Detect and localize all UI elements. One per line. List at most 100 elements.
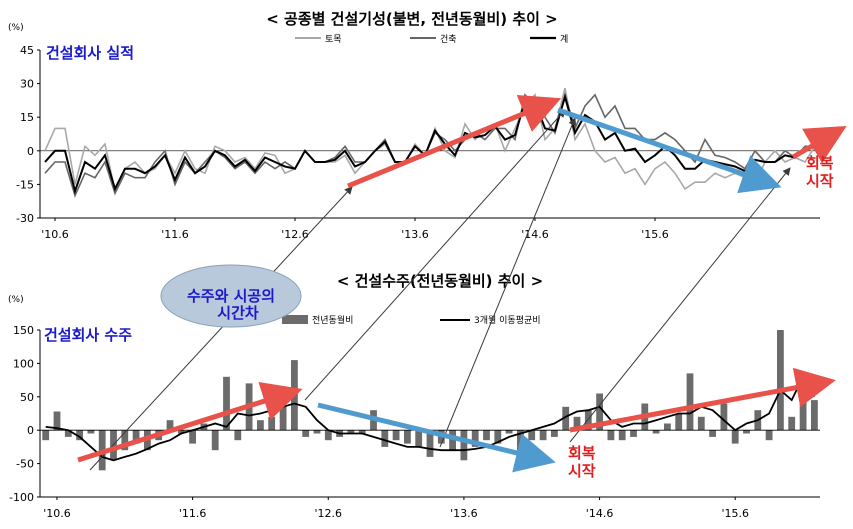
bottom-title: < 건설수주(전년동월비) 추이 > xyxy=(337,272,543,290)
bottom-bar xyxy=(664,423,671,431)
bottom-y-tick-label: -100 xyxy=(9,491,34,504)
top-unit: (%) xyxy=(8,23,24,33)
bottom-bar xyxy=(483,430,490,441)
bottom-bar xyxy=(652,430,660,434)
bottom-y-tick-label: 0 xyxy=(27,424,34,437)
bottom-legend-swatch-bar xyxy=(282,315,308,324)
bottom-bar xyxy=(811,400,818,431)
bottom-y-tick-label: -50 xyxy=(16,458,34,471)
bottom-bar xyxy=(460,430,468,461)
bottom-bar xyxy=(189,430,196,444)
recovery-top-line-1: 회복 xyxy=(806,154,834,172)
top-x-tick-label: '13.6 xyxy=(401,228,429,241)
bubble-line-1: 수주와 시공의 xyxy=(187,287,275,305)
top-y-tick-label: 45 xyxy=(20,44,34,57)
bottom-bar xyxy=(223,376,230,431)
bottom-bar xyxy=(132,430,140,444)
bottom-bar xyxy=(788,416,796,431)
recovery-bottom-line-2: 시작 xyxy=(568,462,596,480)
timing-gap-bubble xyxy=(160,264,302,328)
bottom-bar xyxy=(42,430,50,441)
top-legend-label: 토목 xyxy=(325,34,342,45)
bottom-bar xyxy=(302,430,310,437)
top-red-arrow-1 xyxy=(347,94,562,189)
bottom-bar xyxy=(234,430,242,441)
bottom-bar xyxy=(415,430,423,447)
bottom-bar xyxy=(257,420,264,431)
annotation-overlay: 수주와 시공의 시간차 회복 시작 회복 시작 xyxy=(77,94,847,480)
bottom-bar xyxy=(76,430,83,441)
bottom-bar xyxy=(64,430,72,437)
bottom-x-tick-label: '13.6 xyxy=(450,507,478,520)
bottom-x-tick-label: '11.6 xyxy=(179,507,207,520)
top-y-tick-label: 0 xyxy=(27,145,34,158)
bottom-x-tick-label: '15.6 xyxy=(721,507,749,520)
top-y-tick-label: -15 xyxy=(16,178,34,191)
bubble-line-2: 시간차 xyxy=(217,304,259,322)
bottom-bar xyxy=(358,430,366,434)
top-red-arrow-2 xyxy=(791,125,847,164)
top-x-tick-label: '10.6 xyxy=(41,228,69,241)
bottom-bar xyxy=(765,430,773,441)
bottom-bar xyxy=(404,430,411,444)
lag-arrow-4 xyxy=(569,167,791,443)
bottom-y-tick-label: 100 xyxy=(13,357,34,370)
bottom-bar xyxy=(279,393,287,431)
bottom-legend-label: 3개월 이동평균비 xyxy=(474,314,541,326)
bottom-bar xyxy=(494,430,502,444)
top-blue-arrow xyxy=(557,107,782,194)
bottom-bar xyxy=(121,430,129,451)
lag-arrow-1 xyxy=(89,186,353,471)
bottom-bar xyxy=(709,430,716,437)
bottom-bar xyxy=(177,430,185,434)
top-legend: 토목 건축 계 xyxy=(295,33,568,45)
bottom-bar xyxy=(449,430,456,451)
bottom-bar xyxy=(697,416,705,431)
bottom-bar xyxy=(686,373,694,431)
bottom-legend-label: 전년동월비 xyxy=(312,314,353,326)
bottom-bar xyxy=(53,411,61,431)
bottom-bar xyxy=(426,430,434,457)
bottom-bar xyxy=(777,330,784,431)
bottom-legend: 전년동월비 3개월 이동평균비 xyxy=(282,314,541,326)
bottom-bar xyxy=(584,410,592,431)
top-legend-label: 계 xyxy=(560,33,568,45)
bottom-bar xyxy=(471,430,479,447)
bottom-subtitle: 건설회사 수주 xyxy=(44,326,132,344)
bottom-bar xyxy=(596,393,603,431)
bottom-bar xyxy=(505,430,513,434)
top-subtitle: 건설회사 실적 xyxy=(46,44,134,62)
top-legend-label: 건축 xyxy=(440,34,457,45)
bottom-bar xyxy=(211,430,219,451)
bottom-bar xyxy=(743,430,750,434)
top-x-tick-label: '15.6 xyxy=(641,228,669,241)
bottom-bar xyxy=(291,360,298,431)
top-series-line-0 xyxy=(44,87,816,194)
bottom-bar xyxy=(392,430,400,441)
bottom-bar xyxy=(539,430,547,441)
recovery-top-line-2: 시작 xyxy=(806,172,834,190)
bottom-x-tick-label: '12.6 xyxy=(314,507,342,520)
bottom-x-tick-label: '14.6 xyxy=(586,507,614,520)
bottom-bar xyxy=(731,430,739,444)
bottom-bar xyxy=(573,416,581,431)
top-x-tick-label: '11.6 xyxy=(161,228,189,241)
bottom-moving-average-line xyxy=(45,374,816,462)
lag-arrow-3 xyxy=(439,117,577,448)
bottom-unit: (%) xyxy=(8,295,24,305)
bottom-bar xyxy=(630,430,637,437)
bottom-blue-arrow xyxy=(317,402,556,473)
bottom-red-arrow-2 xyxy=(569,367,836,433)
top-x-tick-label: '12.6 xyxy=(281,228,309,241)
bottom-y-tick-label: 150 xyxy=(13,324,34,337)
bottom-bar xyxy=(313,430,321,434)
bottom-bar xyxy=(562,406,570,431)
bottom-bar xyxy=(268,416,276,431)
bottom-bar xyxy=(675,413,683,431)
bottom-bar xyxy=(347,430,355,434)
bottom-bar xyxy=(607,430,615,441)
top-title: < 공종별 건설기성(불변, 전년동월비) 추이 > xyxy=(266,10,557,28)
bottom-bar xyxy=(551,430,558,437)
bottom-bar xyxy=(618,430,626,441)
